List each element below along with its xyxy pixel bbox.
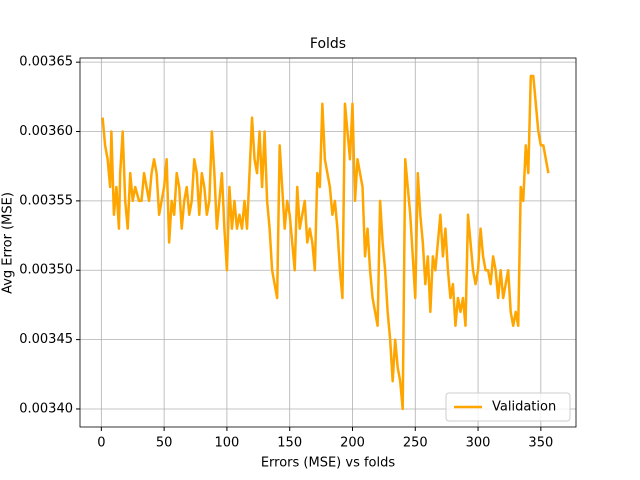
legend-label: Validation	[492, 400, 556, 415]
plot-frame	[79, 57, 577, 428]
y-tick-label: 0.00360	[19, 124, 73, 139]
data-line	[101, 74, 550, 411]
y-tick-label: 0.00345	[19, 332, 73, 347]
x-tick-label: 300	[466, 436, 491, 451]
x-tick-label: 350	[528, 436, 553, 451]
y-tick-label: 0.00355	[19, 193, 73, 208]
y-tick-label: 0.00365	[19, 55, 73, 70]
legend-box	[445, 392, 571, 422]
y-tick-label: 0.00350	[19, 263, 73, 278]
x-axis-label: Errors (MSE) vs folds	[261, 456, 396, 471]
x-tick-label: 150	[277, 436, 302, 451]
chart-title: Folds	[310, 36, 346, 52]
y-tick-label: 0.00340	[19, 401, 73, 416]
x-tick-label: 100	[215, 436, 240, 451]
x-tick-label: 250	[403, 436, 428, 451]
x-tick-label: 50	[156, 436, 173, 451]
x-tick-label: 0	[97, 436, 105, 451]
x-tick-label: 200	[340, 436, 365, 451]
y-axis-label: Avg Error (MSE)	[1, 192, 16, 294]
